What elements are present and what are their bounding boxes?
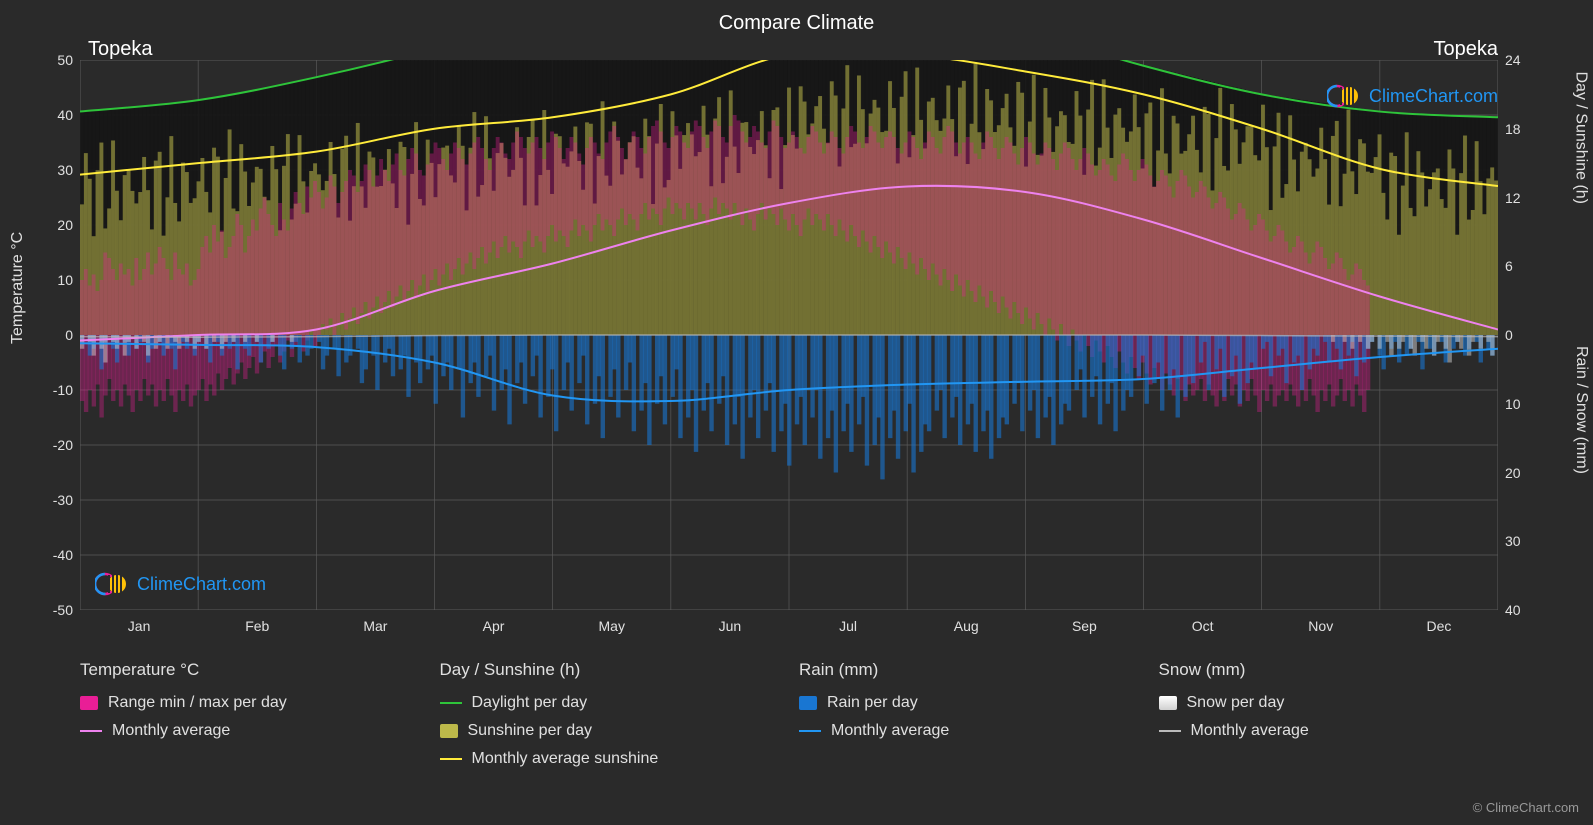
legend-item-temp-range: Range min / max per day (80, 694, 420, 712)
y-tick-left: 20 (33, 217, 73, 233)
legend-col-snow: Snow (mm) Snow per day Monthly average (1159, 660, 1499, 778)
legend-header: Rain (mm) (799, 660, 1139, 680)
x-tick: Oct (1183, 618, 1223, 634)
logo-text: ClimeChart.com (137, 574, 266, 595)
legend-label: Monthly average (112, 722, 230, 740)
logo-icon (1327, 82, 1363, 110)
line-rain-avg (799, 730, 821, 732)
city-label-left: Topeka (88, 38, 153, 61)
legend-item-temp-avg: Monthly average (80, 722, 420, 740)
y-tick-right: 12 (1505, 190, 1545, 206)
legend-label: Range min / max per day (108, 694, 287, 712)
line-daylight (440, 702, 462, 704)
line-sunshine-avg (440, 758, 462, 760)
legend-label: Rain per day (827, 694, 918, 712)
x-tick: Nov (1301, 618, 1341, 634)
y-tick-right: 24 (1505, 52, 1545, 68)
legend-col-temperature: Temperature °C Range min / max per day M… (80, 660, 420, 778)
legend-item-sunshine-avg: Monthly average sunshine (440, 750, 780, 768)
y-tick-right: 10 (1505, 396, 1545, 412)
city-label-right: Topeka (1434, 38, 1499, 61)
y-tick-right: 40 (1505, 602, 1545, 618)
legend-header: Temperature °C (80, 660, 420, 680)
legend-label: Sunshine per day (468, 722, 593, 740)
line-temp-avg (80, 730, 102, 732)
swatch-snow (1159, 696, 1177, 710)
x-tick: Feb (237, 618, 277, 634)
line-snow-avg (1159, 730, 1181, 732)
logo-bottom-left: ClimeChart.com (95, 570, 266, 598)
y-axis-right-label-top: Day / Sunshine (h) (1572, 71, 1590, 204)
legend-item-snow: Snow per day (1159, 694, 1499, 712)
y-tick-left: 40 (33, 107, 73, 123)
y-tick-left: -10 (33, 382, 73, 398)
y-tick-left: 10 (33, 272, 73, 288)
y-tick-left: 0 (33, 327, 73, 343)
legend-header: Day / Sunshine (h) (440, 660, 780, 680)
y-tick-right: 6 (1505, 258, 1545, 274)
x-tick: Aug (946, 618, 986, 634)
y-axis-left-label: Temperature °C (9, 232, 27, 344)
legend-item-snow-avg: Monthly average (1159, 722, 1499, 740)
x-tick: Apr (474, 618, 514, 634)
y-tick-right: 0 (1505, 327, 1545, 343)
y-tick-left: 30 (33, 162, 73, 178)
y-tick-left: -40 (33, 547, 73, 563)
y-tick-left: -20 (33, 437, 73, 453)
copyright: © ClimeChart.com (1473, 800, 1579, 815)
y-tick-right: 20 (1505, 465, 1545, 481)
legend-label: Monthly average (831, 722, 949, 740)
legend-label: Snow per day (1187, 694, 1285, 712)
y-tick-left: -30 (33, 492, 73, 508)
swatch-temp-range (80, 696, 98, 710)
x-tick: Sep (1064, 618, 1104, 634)
y-tick-left: -50 (33, 602, 73, 618)
swatch-sunshine (440, 724, 458, 738)
legend-item-rain: Rain per day (799, 694, 1139, 712)
legend-item-rain-avg: Monthly average (799, 722, 1139, 740)
legend-item-sunshine: Sunshine per day (440, 722, 780, 740)
x-tick: Mar (355, 618, 395, 634)
plot-svg (80, 60, 1498, 610)
x-tick: Dec (1419, 618, 1459, 634)
legend-label: Monthly average sunshine (472, 750, 659, 768)
x-tick: Jul (828, 618, 868, 634)
logo-text: ClimeChart.com (1369, 86, 1498, 107)
chart-container (80, 60, 1498, 610)
legend-item-daylight: Daylight per day (440, 694, 780, 712)
legend-col-rain: Rain (mm) Rain per day Monthly average (799, 660, 1139, 778)
chart-title: Compare Climate (0, 0, 1593, 35)
swatch-rain (799, 696, 817, 710)
x-tick: May (592, 618, 632, 634)
legend-label: Monthly average (1191, 722, 1309, 740)
x-tick: Jun (710, 618, 750, 634)
legend: Temperature °C Range min / max per day M… (80, 660, 1498, 778)
y-tick-right: 18 (1505, 121, 1545, 137)
y-axis-right-label-bottom: Rain / Snow (mm) (1572, 346, 1590, 474)
y-tick-right: 30 (1505, 533, 1545, 549)
y-tick-left: 50 (33, 52, 73, 68)
logo-icon (95, 570, 131, 598)
legend-label: Daylight per day (472, 694, 588, 712)
logo-top-right: ClimeChart.com (1327, 82, 1498, 110)
legend-col-daylight: Day / Sunshine (h) Daylight per day Suns… (440, 660, 780, 778)
legend-header: Snow (mm) (1159, 660, 1499, 680)
x-tick: Jan (119, 618, 159, 634)
